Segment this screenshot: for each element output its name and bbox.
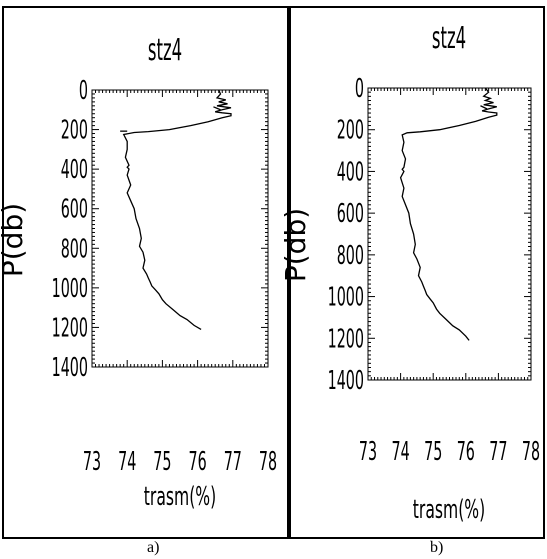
y-tick-label-b: 0 bbox=[355, 73, 364, 103]
plot-frame-b bbox=[367, 87, 532, 381]
series-line-a bbox=[122, 89, 232, 330]
y-tick-label-a: 400 bbox=[61, 155, 88, 185]
x-tick-label-a: 76 bbox=[189, 446, 207, 476]
panel-b bbox=[289, 6, 545, 539]
y-tick-label-a: 200 bbox=[61, 115, 88, 145]
x-tick-label-a: 78 bbox=[259, 446, 277, 476]
x-tick-label-a: 74 bbox=[118, 446, 136, 476]
x-tick-label-b: 76 bbox=[457, 436, 475, 466]
y-tick-label-b: 600 bbox=[337, 199, 364, 229]
panel-label-a: a) bbox=[147, 539, 160, 556]
y-axis-label-b: P(db) bbox=[279, 208, 312, 282]
x-axis-label-b: trasm(%) bbox=[413, 495, 485, 525]
chart-title-b: stz4 bbox=[432, 21, 466, 56]
x-tick-label-b: 73 bbox=[359, 436, 377, 466]
x-tick-label-b: 74 bbox=[392, 436, 410, 466]
x-tick-label-b: 77 bbox=[489, 436, 507, 466]
y-tick-label-a: 1400 bbox=[52, 352, 88, 382]
x-tick-label-a: 77 bbox=[224, 446, 242, 476]
y-tick-label-b: 800 bbox=[337, 240, 364, 270]
y-tick-label-b: 1000 bbox=[328, 282, 364, 312]
x-tick-label-a: 73 bbox=[83, 446, 101, 476]
y-tick-label-b: 1200 bbox=[328, 324, 364, 354]
y-tick-label-a: 1200 bbox=[52, 313, 88, 343]
y-tick-label-a: 0 bbox=[79, 75, 88, 105]
chart-title-a: stz4 bbox=[148, 33, 182, 68]
y-tick-label-a: 800 bbox=[61, 234, 88, 264]
y-tick-label-a: 600 bbox=[61, 194, 88, 224]
panel-a bbox=[2, 6, 289, 539]
plot-frame-a bbox=[91, 89, 269, 368]
y-tick-label-b: 1400 bbox=[328, 365, 364, 395]
series-line-b bbox=[399, 87, 498, 341]
y-tick-label-b: 200 bbox=[337, 115, 364, 145]
series-spike-a bbox=[213, 106, 221, 111]
y-tick-label-b: 400 bbox=[337, 157, 364, 187]
series-spike-b bbox=[480, 105, 488, 110]
y-axis-label-a: P(db) bbox=[0, 203, 29, 277]
x-tick-label-b: 78 bbox=[522, 436, 540, 466]
y-tick-label-a: 1000 bbox=[52, 273, 88, 303]
x-tick-label-b: 75 bbox=[424, 436, 442, 466]
x-axis-label-a: trasm(%) bbox=[144, 482, 216, 512]
panel-label-b: b) bbox=[430, 539, 444, 556]
x-tick-label-a: 75 bbox=[153, 446, 171, 476]
